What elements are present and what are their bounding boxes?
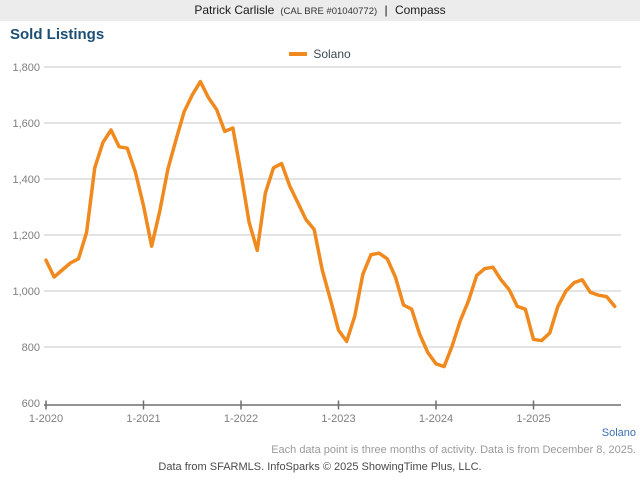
- x-axis-label: 1-2024: [419, 413, 453, 425]
- header-bar: Patrick Carlisle (CAL BRE #01040772) | C…: [0, 0, 640, 21]
- x-axis-label: 1-2025: [516, 413, 550, 425]
- x-axis-label: 1-2022: [224, 413, 258, 425]
- agent-license: (CAL BRE #01040772): [280, 6, 378, 17]
- region-link[interactable]: Solano: [601, 427, 636, 439]
- y-axis-label: 1,000: [12, 286, 40, 298]
- x-axis-label: 1-2023: [321, 413, 355, 425]
- chart-legend: Solano: [0, 46, 640, 62]
- y-axis-label: 800: [22, 342, 40, 354]
- agent-name: Patrick Carlisle: [194, 3, 275, 17]
- legend-line-swatch: [289, 52, 308, 56]
- solano-series-line[interactable]: [44, 79, 617, 369]
- sold-listings-chart[interactable]: 600 800 1,000 1,200 1,400 1,600 1,800 1-2020 1-2…: [0, 55, 640, 430]
- y-axis-label: 600: [22, 398, 40, 410]
- header-separator: |: [384, 3, 388, 17]
- x-axis-label: 1-2020: [29, 413, 63, 425]
- y-axis-label: 1,800: [12, 62, 40, 74]
- source-footnote: Data from SFARMLS. InfoSparks © 2025 Sho…: [158, 461, 482, 473]
- legend-label: Solano: [313, 47, 351, 61]
- y-axis-label: 1,200: [12, 230, 40, 242]
- brokerage-name: Compass: [394, 3, 446, 17]
- y-axis-label: 1,400: [12, 174, 40, 186]
- activity-footnote: Each data point is three months of activ…: [271, 444, 636, 456]
- page-title: Sold Listings: [10, 26, 105, 43]
- x-axis-label: 1-2021: [126, 413, 160, 425]
- y-axis-label: 1,600: [12, 118, 40, 130]
